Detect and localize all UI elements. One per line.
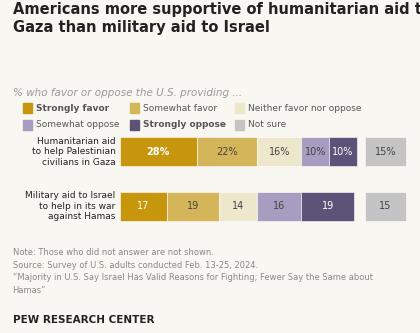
Text: 14: 14 xyxy=(232,201,244,211)
Text: Not sure: Not sure xyxy=(248,120,286,130)
Text: Neither favor nor oppose: Neither favor nor oppose xyxy=(248,104,361,113)
Bar xyxy=(120,138,197,166)
Bar xyxy=(166,192,219,220)
Bar xyxy=(302,138,329,166)
Text: % who favor or oppose the U.S. providing ...: % who favor or oppose the U.S. providing… xyxy=(13,88,242,98)
Text: 19: 19 xyxy=(321,201,334,211)
Text: Strongly oppose: Strongly oppose xyxy=(143,120,226,130)
Text: 16: 16 xyxy=(273,201,286,211)
Bar xyxy=(197,138,257,166)
Text: 15: 15 xyxy=(379,201,391,211)
Text: 17: 17 xyxy=(137,201,149,211)
Bar xyxy=(120,192,166,220)
Text: Humanitarian aid
to help Palestinian
civilians in Gaza: Humanitarian aid to help Palestinian civ… xyxy=(32,137,116,166)
Bar xyxy=(329,138,357,166)
Bar xyxy=(257,192,302,220)
Text: 16%: 16% xyxy=(269,147,290,157)
Bar xyxy=(365,138,406,166)
Bar xyxy=(257,138,302,166)
Bar xyxy=(219,192,257,220)
Text: 28%: 28% xyxy=(147,147,170,157)
Text: Military aid to Israel
to help in its war
against Hamas: Military aid to Israel to help in its wa… xyxy=(25,191,116,221)
Bar xyxy=(302,192,354,220)
Text: 10%: 10% xyxy=(304,147,326,157)
Text: Note: Those who did not answer are not shown.
Source: Survey of U.S. adults cond: Note: Those who did not answer are not s… xyxy=(13,248,373,295)
Text: 19: 19 xyxy=(186,201,199,211)
Text: Somewhat oppose: Somewhat oppose xyxy=(36,120,119,130)
Text: 15%: 15% xyxy=(375,147,396,157)
Text: Strongly favor: Strongly favor xyxy=(36,104,109,113)
Text: Americans more supportive of humanitarian aid to
Gaza than military aid to Israe: Americans more supportive of humanitaria… xyxy=(13,2,420,35)
Text: 22%: 22% xyxy=(216,147,238,157)
Text: Somewhat favor: Somewhat favor xyxy=(143,104,217,113)
Text: PEW RESEARCH CENTER: PEW RESEARCH CENTER xyxy=(13,315,154,325)
Text: 10%: 10% xyxy=(332,147,354,157)
Bar xyxy=(365,192,406,220)
